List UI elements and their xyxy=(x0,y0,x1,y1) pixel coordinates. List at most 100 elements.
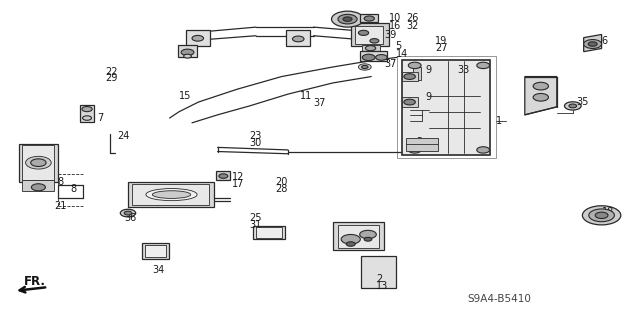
Circle shape xyxy=(533,82,548,90)
Text: 16: 16 xyxy=(389,20,401,31)
Text: 31: 31 xyxy=(250,219,262,230)
Text: 18: 18 xyxy=(602,207,614,217)
Circle shape xyxy=(408,147,421,153)
Bar xyxy=(402,97,418,107)
Bar xyxy=(22,145,54,180)
Bar xyxy=(406,138,438,151)
Text: 14: 14 xyxy=(396,48,408,59)
Circle shape xyxy=(533,93,548,101)
Circle shape xyxy=(192,35,204,41)
Text: 38: 38 xyxy=(346,231,358,241)
Circle shape xyxy=(364,16,374,21)
Circle shape xyxy=(219,174,228,178)
Circle shape xyxy=(82,107,92,112)
Circle shape xyxy=(477,62,490,69)
Circle shape xyxy=(364,237,372,241)
Bar xyxy=(132,184,209,205)
Ellipse shape xyxy=(152,191,191,198)
Bar xyxy=(362,45,380,52)
Circle shape xyxy=(404,74,415,79)
Text: 9: 9 xyxy=(426,65,432,75)
Circle shape xyxy=(362,54,375,61)
Circle shape xyxy=(343,17,352,21)
Text: 28: 28 xyxy=(275,184,287,194)
Circle shape xyxy=(120,209,136,217)
Text: 37: 37 xyxy=(314,98,326,108)
Text: 26: 26 xyxy=(406,12,419,23)
Bar xyxy=(256,227,282,238)
Text: 9: 9 xyxy=(426,92,432,102)
Ellipse shape xyxy=(146,189,197,201)
Text: 34: 34 xyxy=(152,264,164,275)
Bar xyxy=(142,243,169,259)
Text: 17: 17 xyxy=(232,179,244,189)
Bar xyxy=(338,225,379,248)
Circle shape xyxy=(83,116,92,120)
Circle shape xyxy=(595,212,608,219)
Text: 30: 30 xyxy=(250,137,262,148)
Circle shape xyxy=(584,40,602,48)
Circle shape xyxy=(404,99,415,105)
Circle shape xyxy=(408,62,421,69)
Circle shape xyxy=(362,65,368,69)
Polygon shape xyxy=(584,34,602,52)
Bar xyxy=(216,171,230,180)
Polygon shape xyxy=(413,67,421,80)
Text: 25: 25 xyxy=(250,212,262,223)
Text: 24: 24 xyxy=(117,130,129,141)
Text: 23: 23 xyxy=(250,130,262,141)
Circle shape xyxy=(332,11,364,27)
Bar xyxy=(361,256,396,288)
Text: 1: 1 xyxy=(496,116,502,126)
Circle shape xyxy=(181,49,194,56)
Bar xyxy=(355,26,383,44)
Circle shape xyxy=(569,104,577,108)
Circle shape xyxy=(358,30,369,35)
Bar xyxy=(286,30,310,46)
Bar xyxy=(333,222,384,250)
Text: 11: 11 xyxy=(300,91,312,101)
Polygon shape xyxy=(525,77,557,115)
Circle shape xyxy=(184,54,191,58)
Bar xyxy=(19,144,58,182)
Text: 12: 12 xyxy=(232,172,244,182)
Text: 29: 29 xyxy=(106,73,118,83)
Bar xyxy=(145,245,166,257)
Bar xyxy=(351,23,389,46)
Bar xyxy=(22,180,54,191)
Text: 20: 20 xyxy=(275,177,287,187)
Circle shape xyxy=(26,156,51,169)
Circle shape xyxy=(376,55,387,60)
Text: 7: 7 xyxy=(97,113,104,123)
Circle shape xyxy=(582,206,621,225)
Text: 37: 37 xyxy=(384,59,396,69)
Circle shape xyxy=(370,39,379,43)
Text: 22: 22 xyxy=(106,67,118,77)
Text: 15: 15 xyxy=(179,91,191,101)
Bar xyxy=(402,60,490,155)
Text: 3: 3 xyxy=(416,137,422,147)
Circle shape xyxy=(477,147,490,153)
Circle shape xyxy=(588,42,597,46)
Circle shape xyxy=(31,159,46,167)
Text: 19: 19 xyxy=(435,36,447,47)
Bar xyxy=(80,105,94,122)
Circle shape xyxy=(564,102,581,110)
Text: 6: 6 xyxy=(602,36,608,47)
Circle shape xyxy=(365,46,376,51)
Text: 39: 39 xyxy=(384,30,396,40)
Text: 21: 21 xyxy=(54,201,67,211)
Bar xyxy=(360,51,387,61)
Text: 13: 13 xyxy=(376,281,388,291)
Text: 2: 2 xyxy=(376,274,383,284)
Text: 4: 4 xyxy=(275,231,282,241)
Circle shape xyxy=(358,64,371,70)
Circle shape xyxy=(338,14,357,24)
Text: 8: 8 xyxy=(70,184,77,194)
Bar xyxy=(397,56,496,158)
Text: 27: 27 xyxy=(435,43,448,54)
Circle shape xyxy=(341,234,360,244)
Text: 36: 36 xyxy=(125,212,137,223)
Bar xyxy=(253,226,285,239)
Bar xyxy=(178,45,197,57)
